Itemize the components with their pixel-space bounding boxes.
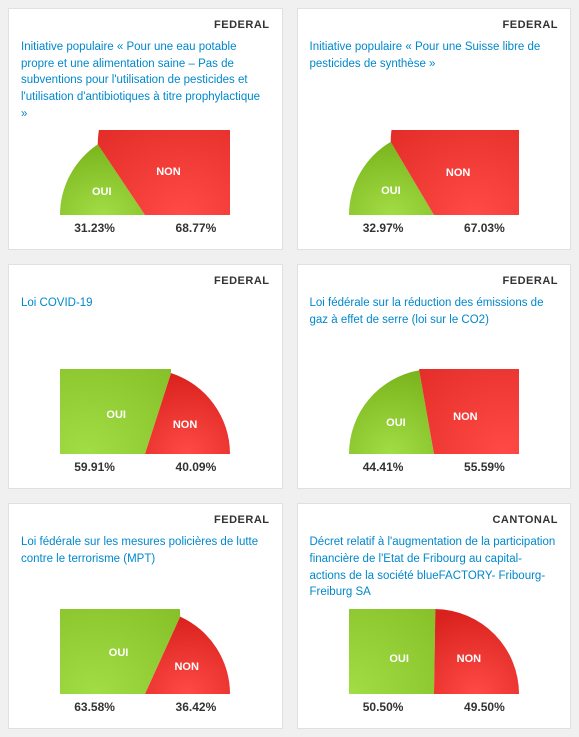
yes-pct: 31.23% bbox=[74, 221, 115, 235]
yes-pct: 32.97% bbox=[363, 221, 404, 235]
vote-title-link[interactable]: Loi fédérale sur la réduction des émissi… bbox=[310, 295, 559, 345]
level-badge: FEDERAL bbox=[310, 19, 559, 31]
no-pct: 49.50% bbox=[464, 700, 505, 714]
vote-title-link[interactable]: Loi fédérale sur les mesures policières … bbox=[21, 534, 270, 584]
pct-row: 44.41% 55.59% bbox=[349, 460, 519, 474]
vote-card: FEDERAL Initiative populaire « Pour une … bbox=[8, 8, 283, 250]
gauge-no-slice bbox=[419, 369, 519, 454]
vote-title-link[interactable]: Loi COVID-19 bbox=[21, 295, 270, 345]
gauge: OUI NON bbox=[349, 130, 519, 215]
yes-pct: 63.58% bbox=[74, 700, 115, 714]
vote-card: FEDERAL Loi fédérale sur la réduction de… bbox=[297, 264, 572, 489]
vote-card: FEDERAL Initiative populaire « Pour une … bbox=[297, 8, 572, 250]
vote-title-link[interactable]: Décret relatif à l'augmentation de la pa… bbox=[310, 534, 559, 601]
gauge-yes-slice bbox=[349, 609, 435, 694]
gauge-wrap: OUI NON 50.50% 49.50% bbox=[310, 609, 559, 714]
gauge-wrap: OUI NON 31.23% 68.77% bbox=[21, 130, 270, 235]
no-pct: 68.77% bbox=[176, 221, 217, 235]
yes-pct: 50.50% bbox=[363, 700, 404, 714]
gauge: OUI NON bbox=[349, 609, 519, 694]
level-badge: FEDERAL bbox=[310, 275, 559, 287]
vote-card: FEDERAL Loi fédérale sur les mesures pol… bbox=[8, 503, 283, 729]
no-pct: 40.09% bbox=[176, 460, 217, 474]
gauge: OUI NON bbox=[60, 369, 230, 454]
yes-pct: 59.91% bbox=[74, 460, 115, 474]
pct-row: 59.91% 40.09% bbox=[60, 460, 230, 474]
vote-card: FEDERAL Loi COVID-19 OUI NON 59.91% bbox=[8, 264, 283, 489]
vote-card: CANTONAL Décret relatif à l'augmentation… bbox=[297, 503, 572, 729]
gauge-wrap: OUI NON 59.91% 40.09% bbox=[21, 369, 270, 474]
yes-pct: 44.41% bbox=[363, 460, 404, 474]
gauge: OUI NON bbox=[60, 609, 230, 694]
pct-row: 50.50% 49.50% bbox=[349, 700, 519, 714]
pct-row: 63.58% 36.42% bbox=[60, 700, 230, 714]
no-pct: 67.03% bbox=[464, 221, 505, 235]
no-pct: 55.59% bbox=[464, 460, 505, 474]
no-pct: 36.42% bbox=[176, 700, 217, 714]
gauge: OUI NON bbox=[60, 130, 230, 215]
gauge-wrap: OUI NON 63.58% 36.42% bbox=[21, 609, 270, 714]
pct-row: 31.23% 68.77% bbox=[60, 221, 230, 235]
gauge: OUI NON bbox=[349, 369, 519, 454]
level-badge: FEDERAL bbox=[21, 19, 270, 31]
gauge-wrap: OUI NON 32.97% 67.03% bbox=[310, 130, 559, 235]
gauge-wrap: OUI NON 44.41% 55.59% bbox=[310, 369, 559, 474]
gauge-no-slice bbox=[434, 609, 519, 694]
vote-title-link[interactable]: Initiative populaire « Pour une eau pota… bbox=[21, 39, 270, 122]
vote-title-link[interactable]: Initiative populaire « Pour une Suisse l… bbox=[310, 39, 559, 89]
gauge-yes-slice bbox=[349, 371, 434, 455]
level-badge: FEDERAL bbox=[21, 514, 270, 526]
level-badge: FEDERAL bbox=[21, 275, 270, 287]
pct-row: 32.97% 67.03% bbox=[349, 221, 519, 235]
level-badge: CANTONAL bbox=[310, 514, 559, 526]
